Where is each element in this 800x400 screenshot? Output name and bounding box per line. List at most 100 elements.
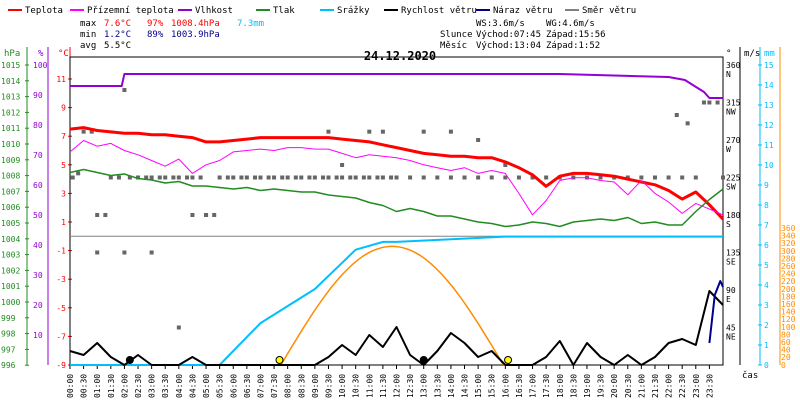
legend-label: Náraz větru <box>493 6 553 16</box>
hpa-tick: 1012 <box>1 108 20 117</box>
ms-tick: 7 <box>764 221 769 230</box>
stat-value: Východ:07:45 <box>476 30 541 40</box>
wind-direction-point <box>353 175 358 180</box>
x-tick: 22:00 <box>665 374 674 398</box>
ms-tick: 4 <box>764 281 769 290</box>
ms-tick: 8 <box>764 201 769 210</box>
pct-tick: 50 <box>33 211 43 220</box>
c-tick: -3 <box>56 275 66 284</box>
wind-direction-point <box>190 213 195 217</box>
mm-tick: 80 <box>781 330 791 339</box>
c-tick: 11 <box>56 75 66 84</box>
wind-direction-point <box>448 129 453 134</box>
ms-tick: 5 <box>764 261 769 270</box>
ms-tick: 1 <box>764 341 769 350</box>
wind-direction-point <box>293 175 298 180</box>
x-tick: 01:30 <box>107 374 116 398</box>
ms-unit: m/s <box>744 49 760 59</box>
wind-direction-point <box>340 163 345 167</box>
temperature-line <box>69 126 725 221</box>
pct-tick: 80 <box>33 121 43 130</box>
dir-tick: SW <box>726 183 736 192</box>
x-tick: 05:30 <box>216 374 225 398</box>
x-tick: 12:30 <box>406 374 415 398</box>
deg-tick: 135 <box>726 249 741 258</box>
legend-label: Teplota <box>25 6 63 16</box>
pct-tick: 70 <box>33 151 43 160</box>
x-tick: 03:30 <box>161 374 170 398</box>
pct-tick: 10 <box>33 331 43 340</box>
wind-direction-point <box>225 175 230 180</box>
wind-direction-point <box>462 175 467 180</box>
x-tick: 05:00 <box>202 374 211 398</box>
x-tick: 14:00 <box>447 374 456 398</box>
wind-direction-point <box>701 100 706 105</box>
wind-direction-point <box>367 175 372 180</box>
x-tick: 23:30 <box>705 374 714 398</box>
wind-direction-point <box>380 129 385 134</box>
wind-direction-point <box>212 213 217 217</box>
hpa-tick: 1005 <box>1 219 20 228</box>
sun-elevation-curve <box>280 245 505 366</box>
wind-direction-point <box>122 250 127 255</box>
mm-tick: 200 <box>781 285 796 294</box>
wind-direction-point <box>334 175 339 180</box>
stat-value: 1003.9hPa <box>171 30 220 40</box>
wind-direction-point <box>435 175 440 180</box>
chart-axes: hPa% °C ° m/s mmčas1015101410131012101110101… <box>1 47 796 398</box>
wind-direction-point <box>89 129 94 134</box>
dir-tick: NW <box>726 108 736 117</box>
dir-tick: NE <box>726 333 736 342</box>
hpa-tick: 1014 <box>1 77 20 86</box>
wind-direction-point <box>394 175 399 180</box>
mm-tick: 300 <box>781 247 796 256</box>
legend-label: Rychlost větru <box>401 6 477 16</box>
x-axis-label: čas <box>742 370 758 381</box>
x-tick: 08:30 <box>297 374 306 398</box>
legend-label: Srážky <box>337 6 370 16</box>
ground-temperature-line <box>69 140 724 216</box>
wind-direction-point <box>144 175 149 180</box>
wind-direction-point <box>476 138 481 142</box>
x-tick: 19:00 <box>583 374 592 398</box>
x-tick: 09:00 <box>311 374 320 398</box>
c-tick: 1 <box>61 218 66 227</box>
wind-direction-point <box>157 175 162 180</box>
dir-tick: SE <box>726 258 736 267</box>
wind-direction-point <box>149 250 154 255</box>
hpa-tick: 1003 <box>1 251 20 260</box>
stat-value: Západ:15:56 <box>546 30 606 40</box>
wind-direction-point <box>95 213 100 217</box>
x-tick: 06:30 <box>243 374 252 398</box>
mm-tick: 340 <box>781 232 796 241</box>
wind-direction-point <box>163 175 168 180</box>
deg-unit: ° <box>726 49 731 59</box>
hpa-tick: 1015 <box>1 61 20 70</box>
wind-direction-point <box>307 175 312 180</box>
c-tick: 7 <box>61 132 66 141</box>
hpa-tick: 1001 <box>1 282 20 291</box>
pct-tick: 20 <box>33 301 43 310</box>
legend-label: Tlak <box>273 6 295 16</box>
x-tick: 10:30 <box>352 374 361 398</box>
ms-tick: 15 <box>764 61 774 70</box>
hpa-tick: 1000 <box>1 298 20 307</box>
c-tick: -1 <box>56 247 66 256</box>
pct-unit: % <box>38 49 44 59</box>
x-tick: 23:00 <box>692 374 701 398</box>
sun-marker <box>275 356 284 364</box>
stat-label: min <box>80 30 96 40</box>
wind-direction-point <box>503 175 508 180</box>
x-tick: 11:30 <box>379 374 388 398</box>
wind-direction-point <box>721 175 725 180</box>
mm-tick: 280 <box>781 254 796 263</box>
stat-value: 89% <box>147 30 164 40</box>
humidity-line <box>70 73 723 99</box>
hpa-tick: 999 <box>1 314 16 323</box>
wind-direction-point <box>299 175 304 180</box>
wind-direction-point <box>217 175 222 180</box>
deg-tick: 45 <box>726 324 736 333</box>
hpa-tick: 1006 <box>1 203 20 212</box>
